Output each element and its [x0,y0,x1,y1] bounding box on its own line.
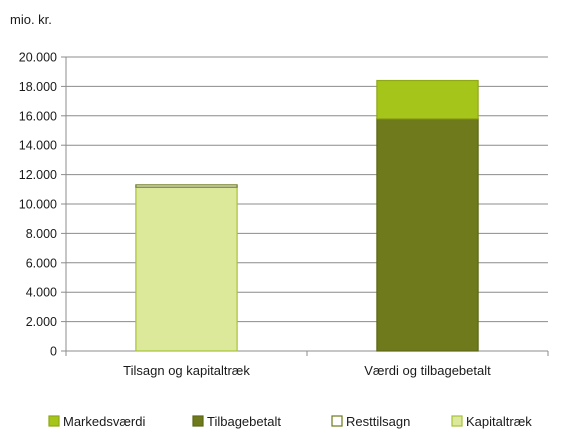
y-tick-label: 18.000 [19,80,57,94]
legend-swatch [48,415,60,427]
y-unit-label: mio. kr. [10,12,52,27]
bar-segment [135,184,238,188]
y-tick-label: 16.000 [19,109,57,123]
y-tick-label: 4.000 [26,286,57,300]
bar-segment [376,118,479,352]
legend-label: Markedsværdi [63,414,145,429]
tick-labels: 0 2.000 4.000 6.000 8.000 10.000 12.000 14.000 1… [19,51,491,379]
legend-label: Resttilsagn [346,414,410,429]
y-tick-label: 2.000 [26,315,57,329]
y-tick-label: 20.000 [19,51,57,65]
y-tick-label: 6.000 [26,256,57,270]
x-category-label: Værdi og tilbagebetalt [364,363,491,378]
y-tick-label: 10.000 [19,198,57,212]
legend: Markedsværdi Tilbagebetalt Resttilsagn Kapi… [48,414,532,429]
y-tick-label: 8.000 [26,227,57,241]
legend-swatch [192,415,204,427]
bar-segment [135,186,238,352]
legend-label: Tilbagebetalt [207,414,281,429]
legend-swatch [331,415,343,427]
y-tick-label: 0 [50,345,57,359]
y-tick-label: 14.000 [19,139,57,153]
legend-swatch [451,415,463,427]
y-tick-label: 12.000 [19,168,57,182]
bars [135,79,479,352]
legend-label: Kapitaltræk [466,414,532,429]
bar-segment [376,79,479,120]
x-category-label: Tilsagn og kapitaltræk [123,363,250,378]
